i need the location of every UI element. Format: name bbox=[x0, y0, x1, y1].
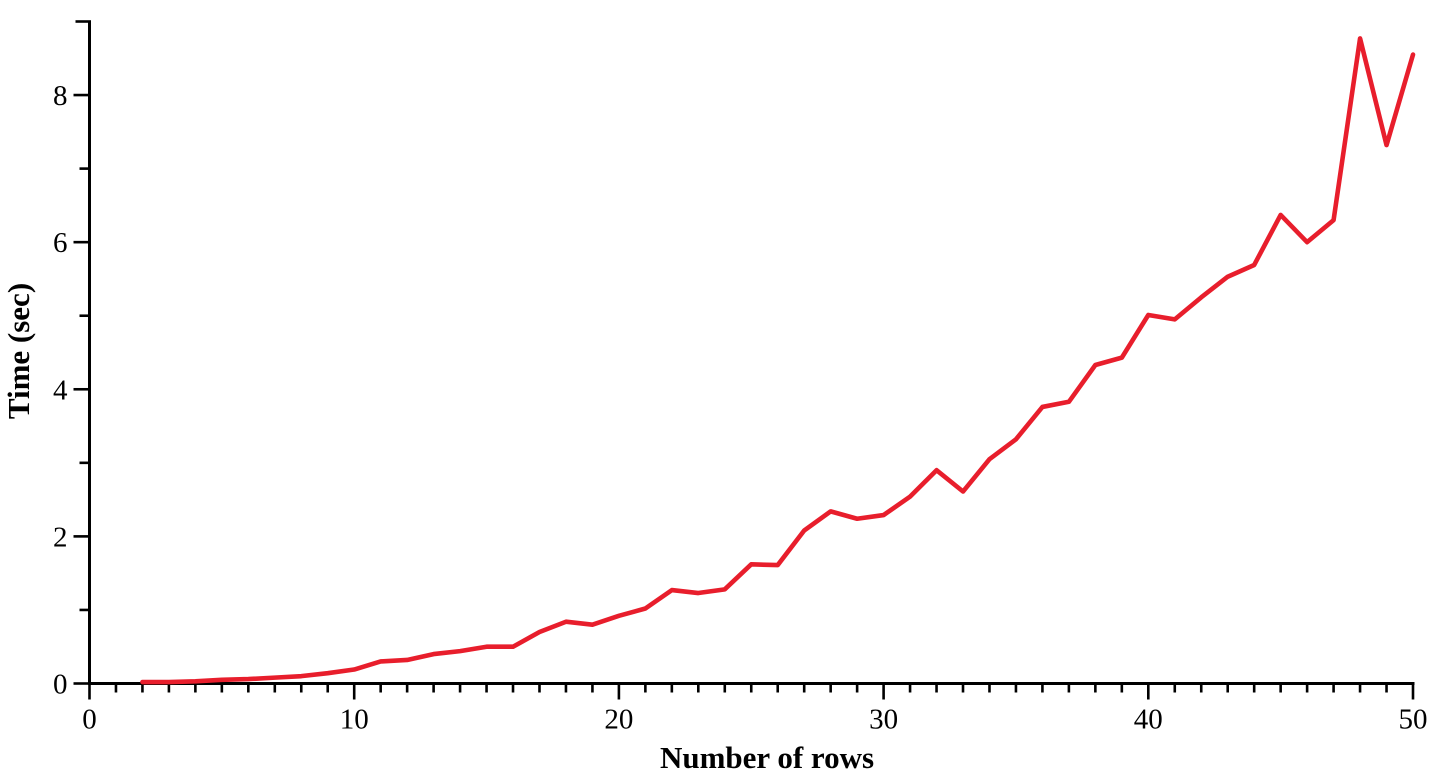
x-axis-tick-label: 20 bbox=[604, 704, 633, 736]
y-axis-tick-label: 4 bbox=[53, 374, 68, 406]
tick-labels: 0 10 20 30 40 50 0 2 4 6 8 bbox=[53, 80, 1428, 735]
x-axis-tick-label: 50 bbox=[1399, 704, 1428, 736]
x-axis-tick-label: 40 bbox=[1134, 704, 1163, 736]
y-axis-tick-label: 6 bbox=[53, 227, 68, 259]
y-axis-title: Time (sec) bbox=[1, 282, 36, 420]
x-axis-tick-label: 30 bbox=[869, 704, 898, 736]
y-axis-tick-label: 2 bbox=[53, 521, 68, 553]
axes bbox=[88, 21, 1415, 685]
y-axis-tick-label: 0 bbox=[53, 669, 68, 701]
axis-ticks bbox=[73, 20, 1415, 700]
x-axis-tick-label: 0 bbox=[82, 704, 97, 736]
time-series-line bbox=[140, 36, 1416, 685]
y-axis-tick-label: 8 bbox=[53, 80, 68, 112]
data-series bbox=[140, 36, 1416, 685]
x-axis-tick-label: 10 bbox=[340, 704, 369, 736]
x-axis-title: Number of rows bbox=[659, 740, 875, 775]
